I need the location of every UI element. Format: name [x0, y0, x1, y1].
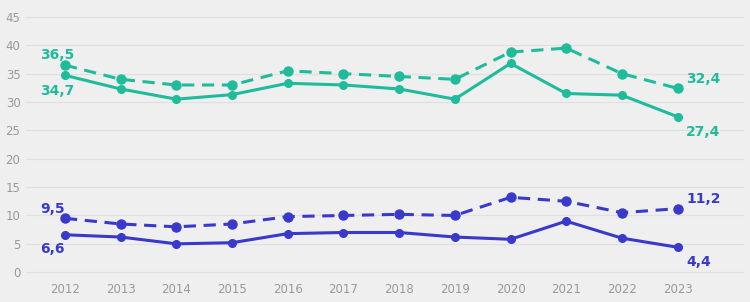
Text: 4,4: 4,4	[686, 255, 711, 268]
Text: 36,5: 36,5	[40, 48, 74, 62]
Text: 27,4: 27,4	[686, 125, 720, 139]
Text: 9,5: 9,5	[40, 202, 64, 216]
Text: 32,4: 32,4	[686, 72, 720, 86]
Text: 34,7: 34,7	[40, 84, 74, 98]
Text: 11,2: 11,2	[686, 192, 721, 206]
Text: 6,6: 6,6	[40, 242, 64, 256]
